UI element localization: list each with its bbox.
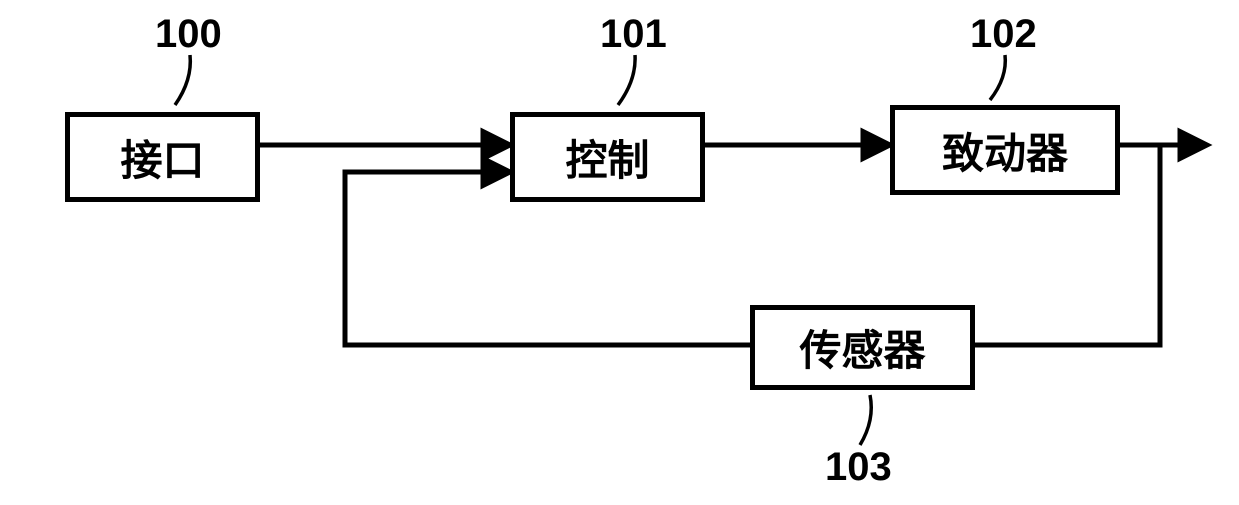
- node-box: 致动器: [890, 105, 1120, 195]
- node-box: 控制: [510, 112, 705, 202]
- reference-number: 103: [825, 445, 892, 490]
- node-label: 致动器: [942, 120, 1068, 181]
- node-label: 传感器: [799, 317, 925, 378]
- reference-leader: [618, 55, 635, 105]
- node-label: 接口: [120, 127, 204, 188]
- node-label: 控制: [565, 127, 649, 188]
- diagram-canvas: 接口 控制 致动器传感器 100 101 102 103: [0, 0, 1239, 505]
- reference-leader: [990, 55, 1005, 100]
- reference-number: 101: [600, 12, 667, 57]
- reference-leader: [175, 55, 190, 105]
- diagram-svg: [0, 0, 1239, 505]
- reference-number: 100: [155, 12, 222, 57]
- reference-number: 102: [970, 12, 1037, 57]
- node-box: 接口: [65, 112, 260, 202]
- reference-leader: [860, 395, 871, 445]
- node-box: 传感器: [750, 305, 975, 390]
